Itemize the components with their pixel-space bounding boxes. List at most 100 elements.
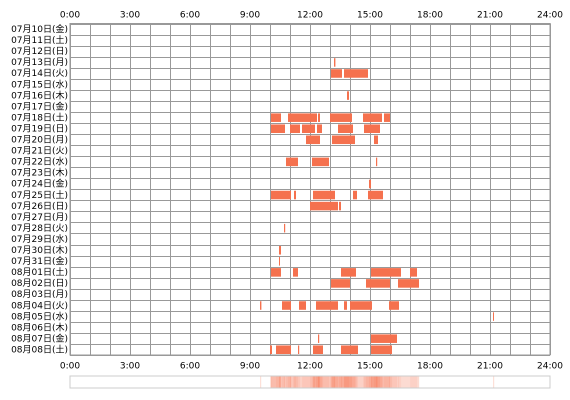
x-tick-label: 12:00 [297, 362, 323, 372]
activity-bar [369, 179, 371, 189]
density-cell [309, 376, 311, 388]
density-cell [405, 376, 407, 388]
density-cell [361, 376, 363, 388]
activity-bar [298, 345, 300, 354]
activity-bar [364, 124, 380, 133]
density-cell [330, 376, 332, 388]
density-cell [409, 376, 411, 388]
row-label: 07月30日(木) [11, 244, 68, 256]
density-cell [332, 376, 334, 388]
density-cell [277, 376, 279, 388]
density-cell [369, 376, 371, 388]
row-label: 07月16日(木) [11, 89, 68, 101]
density-cell [329, 376, 331, 388]
activity-bar [344, 301, 347, 310]
density-cell [366, 376, 368, 388]
density-cell [416, 376, 418, 388]
density-cell [364, 376, 366, 388]
density-cell [322, 376, 324, 388]
x-tick-label: 21:00 [477, 362, 503, 372]
x-tick-label: 24:00 [537, 362, 563, 372]
x-tick-label: 3:00 [120, 11, 140, 21]
density-cell [378, 376, 380, 388]
density-cell [343, 376, 345, 388]
density-cell [294, 376, 296, 388]
density-cell [350, 376, 352, 388]
density-cell [340, 376, 342, 388]
density-strip [69, 375, 551, 389]
density-cell [300, 376, 302, 388]
row-label: 07月24日(金) [11, 178, 68, 190]
density-cell [399, 376, 401, 388]
density-cell [270, 376, 272, 388]
density-cell [299, 376, 301, 388]
density-cell [417, 376, 419, 388]
x-tick-label: 6:00 [180, 11, 200, 21]
density-cell [321, 376, 323, 388]
x-tick-label: 21:00 [477, 11, 503, 21]
activity-bar [313, 190, 335, 200]
row-label: 07月13日(月) [11, 57, 68, 68]
row-label: 07月26日(日) [11, 201, 68, 212]
density-cell [320, 376, 322, 388]
x-tick-label: 6:00 [180, 362, 200, 372]
density-cell [275, 376, 277, 388]
density-cell [308, 376, 310, 388]
activity-bar [293, 268, 298, 277]
density-cell [389, 376, 391, 388]
density-cell [408, 376, 410, 388]
density-cell [312, 376, 314, 388]
density-cell [395, 376, 397, 388]
density-cell [326, 376, 328, 388]
density-cell [383, 376, 385, 388]
density-cell [278, 376, 280, 388]
density-cell [360, 376, 362, 388]
density-cell [324, 376, 326, 388]
density-cell [260, 376, 262, 388]
density-cell [273, 376, 275, 388]
row-label: 08月08日(土) [11, 343, 68, 355]
density-cell [351, 376, 353, 388]
activity-bar [341, 268, 356, 277]
density-cell [410, 376, 412, 388]
density-cell [412, 376, 414, 388]
density-cell [311, 376, 313, 388]
activity-bar [310, 201, 338, 211]
density-cell [363, 376, 365, 388]
density-cell [325, 376, 327, 388]
activity-bar [288, 113, 317, 122]
density-cell [362, 376, 364, 388]
row-label: 07月21日(火) [11, 146, 68, 157]
activity-bar [493, 312, 494, 321]
density-cell [313, 376, 315, 388]
activity-bar [270, 345, 272, 354]
x-tick-label: 15:00 [357, 11, 383, 21]
density-cell [347, 376, 349, 388]
x-tick-label: 0:00 [60, 362, 80, 372]
x-tick-label: 0:00 [60, 11, 80, 21]
density-cell [355, 376, 357, 388]
activity-bar [332, 135, 355, 145]
activity-bar [347, 91, 349, 100]
x-tick-label: 24:00 [537, 11, 563, 21]
density-cell [392, 376, 394, 388]
activity-bar [371, 268, 401, 277]
density-cell [357, 376, 359, 388]
density-cell [377, 376, 379, 388]
x-tick-label: 3:00 [120, 362, 140, 372]
density-cell [297, 376, 299, 388]
density-cell [493, 376, 495, 388]
density-cell [303, 376, 305, 388]
density-cell [353, 376, 355, 388]
density-cell [283, 376, 285, 388]
density-cell [341, 376, 343, 388]
density-cell [376, 376, 378, 388]
x-tick-label: 15:00 [357, 362, 383, 372]
activity-bar [284, 223, 286, 233]
activity-bar [363, 113, 382, 122]
activity-bar [294, 190, 296, 200]
row-label: 07月31日(金) [11, 255, 68, 267]
activity-bar [271, 124, 285, 133]
density-cell [407, 376, 409, 388]
